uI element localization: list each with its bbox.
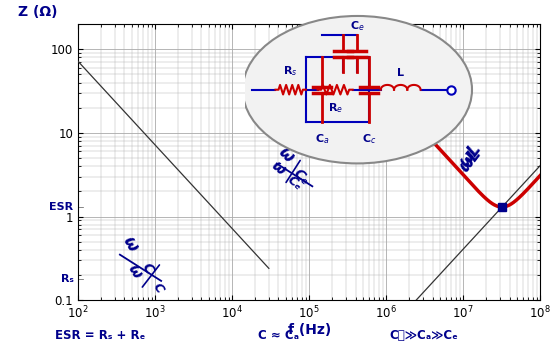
Text: Cₑ: Cₑ xyxy=(285,174,305,193)
Text: C$_c$: C$_c$ xyxy=(362,132,377,146)
Text: C: C xyxy=(139,260,156,276)
Text: C: C xyxy=(150,280,166,295)
Text: ωL: ωL xyxy=(456,144,485,175)
Text: ωL: ωL xyxy=(456,139,485,170)
Text: C$_a$: C$_a$ xyxy=(315,132,330,146)
Text: R$_e$: R$_e$ xyxy=(328,102,343,116)
Text: C ≈ Cₐ: C ≈ Cₐ xyxy=(258,328,299,342)
Text: Rₛ: Rₛ xyxy=(61,274,74,284)
Ellipse shape xyxy=(243,16,472,164)
Text: ESR: ESR xyxy=(49,202,74,212)
Text: ω: ω xyxy=(125,262,145,281)
Text: ESR = Rₛ + Rₑ: ESR = Rₛ + Rₑ xyxy=(55,328,145,342)
Text: L: L xyxy=(397,68,404,78)
Text: ω: ω xyxy=(275,143,297,166)
Text: ω: ω xyxy=(268,158,289,178)
X-axis label: f (Hz): f (Hz) xyxy=(287,323,331,337)
Text: ω: ω xyxy=(119,233,142,255)
Text: R$_s$: R$_s$ xyxy=(284,64,298,78)
Text: Cₑ: Cₑ xyxy=(291,166,312,188)
Text: CⲜ≫Cₐ≫Cₑ: CⲜ≫Cₐ≫Cₑ xyxy=(389,328,458,342)
Text: C$_e$: C$_e$ xyxy=(350,20,365,33)
Text: Z (Ω): Z (Ω) xyxy=(18,4,57,19)
